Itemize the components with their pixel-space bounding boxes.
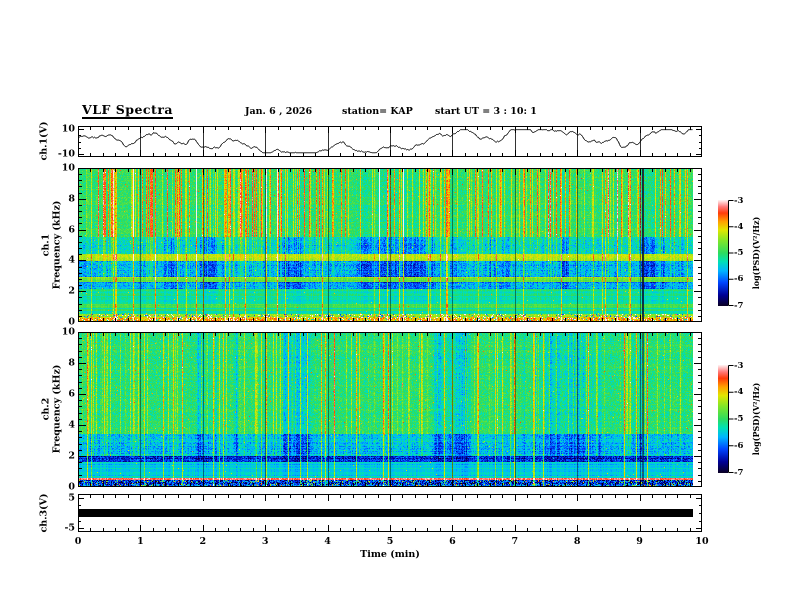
ch1-spectrogram-tick-label: 2 xyxy=(68,285,75,297)
ch2-spectrogram-tick-label: 8 xyxy=(68,357,75,369)
colorbar-1 xyxy=(718,200,734,306)
colorbar-1-tick-label: -6 xyxy=(734,274,744,285)
colorbar-2-tick-label: -4 xyxy=(734,387,744,398)
ch2-spectrogram-tick-label: 10 xyxy=(61,326,75,338)
colorbar-2-tick-label: -5 xyxy=(734,414,744,424)
colorbar-2-tick-label: -6 xyxy=(734,440,744,451)
x-tick-label: 9 xyxy=(636,536,643,547)
start-ut-label: start UT = 3 : 10: 1 xyxy=(435,106,537,117)
ch2-spectrogram-tick-label: 2 xyxy=(68,450,75,462)
ch1-spectrogram-tick-label: 10 xyxy=(61,162,75,174)
ch3-panel xyxy=(78,494,702,532)
ch1-spectrogram-axis-label: ch.1 Frequency (kHz) xyxy=(41,201,64,290)
ch3-axis-label: ch.3(V) xyxy=(38,493,50,533)
ch1-label-line1: ch.1 xyxy=(40,233,52,257)
colorbar-2-tick-label: -3 xyxy=(734,360,744,371)
colorbar-2 xyxy=(718,365,734,473)
x-tick-label: 2 xyxy=(199,536,207,547)
ch2-spectrogram-tick-label: 4 xyxy=(68,419,75,431)
x-tick-label: 10 xyxy=(695,536,709,547)
x-tick-label: 5 xyxy=(386,536,394,547)
station-label: station= KAP xyxy=(342,106,413,117)
colorbar-1-tick-label: -3 xyxy=(734,195,744,206)
date-label: Jan. 6 , 2026 xyxy=(245,106,313,117)
x-tick-label: 6 xyxy=(449,536,456,547)
ch2-label-line1: ch.2 xyxy=(40,397,52,421)
ch1-spectrogram-panel xyxy=(78,168,702,322)
x-tick-label: 4 xyxy=(324,536,331,547)
ch2-label-line2: Frequency (kHz) xyxy=(52,364,63,454)
colorbar-2-label: log(PSD)(V²/Hz) xyxy=(751,382,762,456)
colorbar-2-tick-label: -7 xyxy=(734,467,744,478)
x-tick-label: 3 xyxy=(261,536,269,547)
ch3-tick-label: -5 xyxy=(64,522,75,534)
x-tick-label: 0 xyxy=(74,536,82,547)
x-axis-title: Time (min) xyxy=(360,549,420,560)
ch1-spectrogram-tick-label: 6 xyxy=(68,224,75,236)
x-tick-label: 8 xyxy=(573,536,581,547)
ch1-waveform-tick-label: 10 xyxy=(61,123,75,135)
colorbar-1-tick-label: -7 xyxy=(734,300,744,311)
ch1-waveform-axis-label: ch.1(V) xyxy=(38,121,50,161)
ch2-spectrogram-axis-label: ch.2 Frequency (kHz) xyxy=(41,365,64,454)
colorbar-1-label: log(PSD)(V²/Hz) xyxy=(751,216,762,290)
ch1-label-line2: Frequency (kHz) xyxy=(52,200,63,290)
x-tick-label: 7 xyxy=(511,536,519,547)
ch2-spectrogram-tick-label: 0 xyxy=(68,481,75,493)
ch2-spectrogram-tick-label: 6 xyxy=(68,388,75,400)
ch3-tick-label: 5 xyxy=(68,492,75,504)
figure-title: VLF Spectra xyxy=(82,102,174,119)
ch1-spectrogram-tick-label: 8 xyxy=(68,193,75,205)
ch1-spectrogram-tick-label: 4 xyxy=(68,254,75,266)
colorbar-1-tick-label: -5 xyxy=(734,248,744,258)
colorbar-1-tick-label: -4 xyxy=(734,221,744,232)
x-tick-label: 1 xyxy=(137,536,144,547)
ch1-waveform-panel xyxy=(78,126,702,157)
ch1-waveform-tick-label: -10 xyxy=(57,148,75,160)
ch2-spectrogram-panel xyxy=(78,332,702,487)
ch1-spectrogram-tick-label: 0 xyxy=(68,316,75,328)
